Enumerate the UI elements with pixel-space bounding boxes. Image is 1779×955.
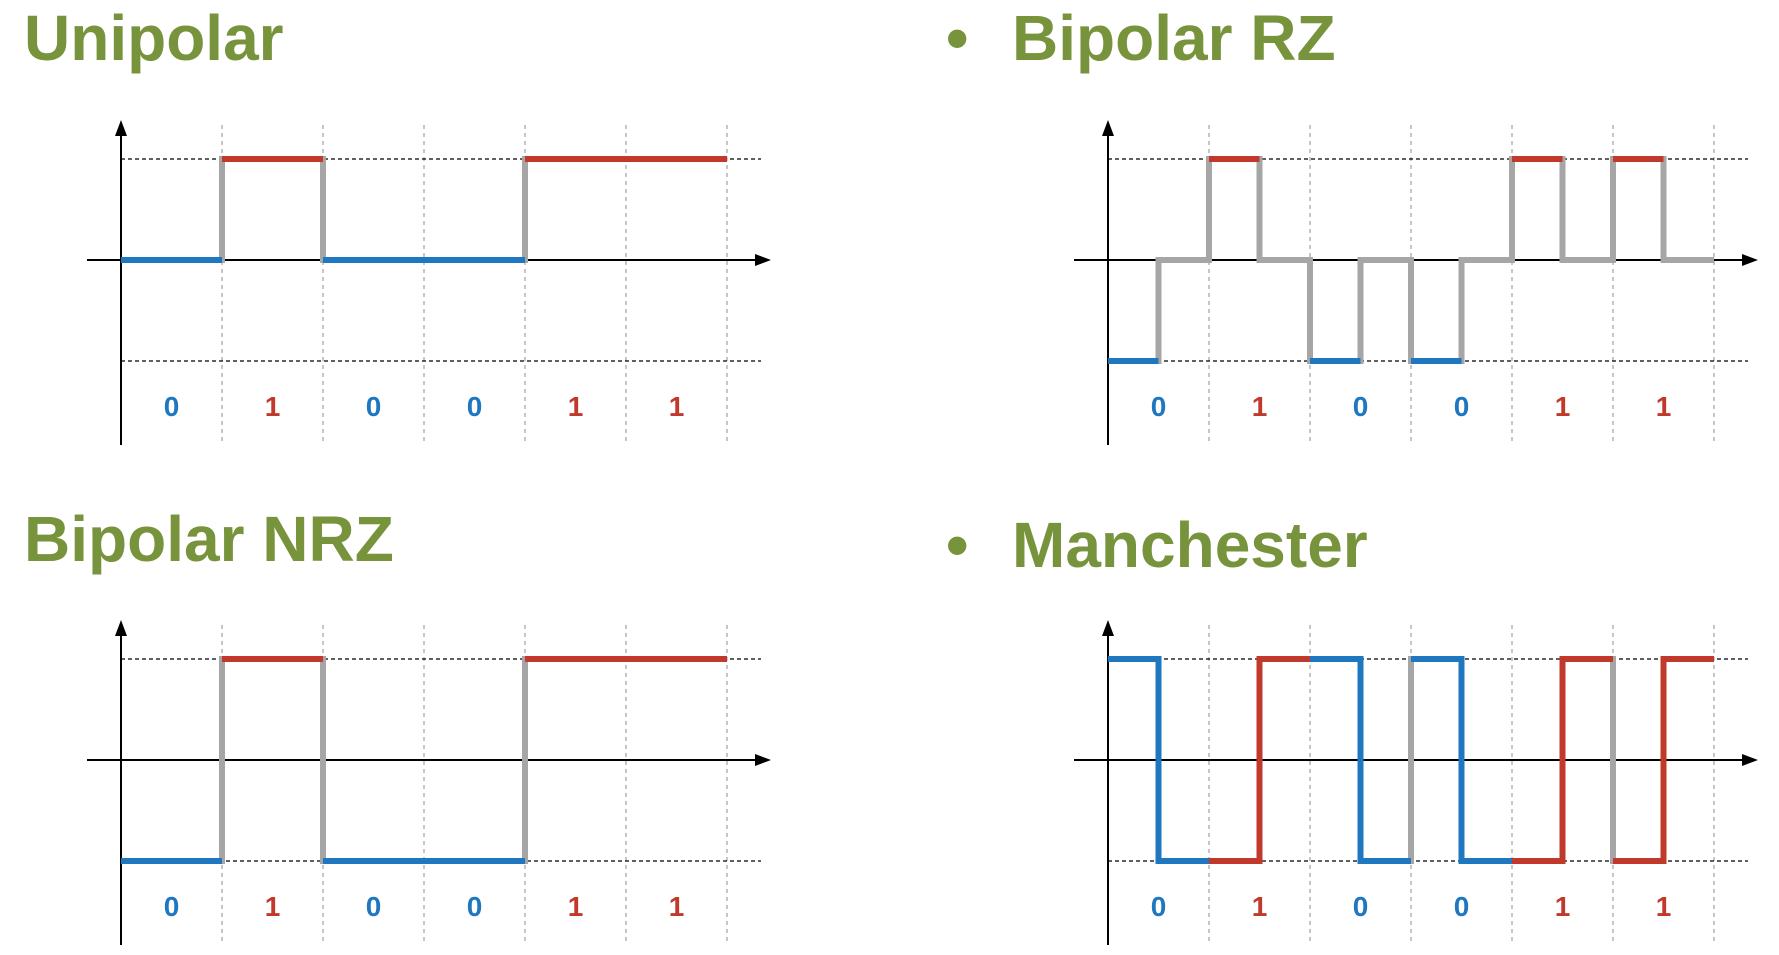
- x-axis-arrow: [755, 754, 771, 766]
- bit-label: 0: [1353, 891, 1369, 922]
- panel-title-unipolar: Unipolar: [24, 2, 284, 74]
- bit-label: 1: [669, 891, 685, 922]
- y-axis-arrow: [1102, 120, 1114, 136]
- bit-label: 0: [366, 891, 382, 922]
- x-axis-arrow: [1742, 754, 1758, 766]
- bit-label: 1: [1252, 391, 1268, 422]
- panel-title-bipolar-nrz: Bipolar NRZ: [24, 503, 394, 575]
- bit-label: 0: [1151, 391, 1167, 422]
- y-axis-arrow: [1102, 620, 1114, 636]
- bit-label: 1: [265, 391, 281, 422]
- bit-label: 0: [366, 391, 382, 422]
- panel-title-bipolar-rz: Bipolar RZ: [1012, 2, 1336, 74]
- y-axis-arrow: [115, 120, 127, 136]
- bit-label: 1: [568, 391, 584, 422]
- bit-label: 0: [164, 891, 180, 922]
- bit-label: 1: [1555, 891, 1571, 922]
- panel-title-manchester: Manchester: [1012, 509, 1368, 581]
- x-axis-arrow: [755, 254, 771, 266]
- y-axis-arrow: [115, 620, 127, 636]
- bit-label: 1: [1555, 391, 1571, 422]
- bit-label: 1: [669, 391, 685, 422]
- bit-label: 0: [1151, 891, 1167, 922]
- bit-label: 1: [1656, 891, 1672, 922]
- bit-label: 1: [1656, 391, 1672, 422]
- bit-label: 0: [1353, 391, 1369, 422]
- x-axis-arrow: [1742, 254, 1758, 266]
- bullet-icon: •: [946, 509, 969, 581]
- bit-label: 1: [265, 891, 281, 922]
- bit-label: 0: [467, 891, 483, 922]
- bit-label: 1: [1252, 891, 1268, 922]
- bit-label: 0: [1454, 891, 1470, 922]
- bit-label: 0: [164, 391, 180, 422]
- bit-label: 1: [568, 891, 584, 922]
- bullet-icon: •: [946, 2, 969, 74]
- bit-label: 0: [467, 391, 483, 422]
- bit-label: 0: [1454, 391, 1470, 422]
